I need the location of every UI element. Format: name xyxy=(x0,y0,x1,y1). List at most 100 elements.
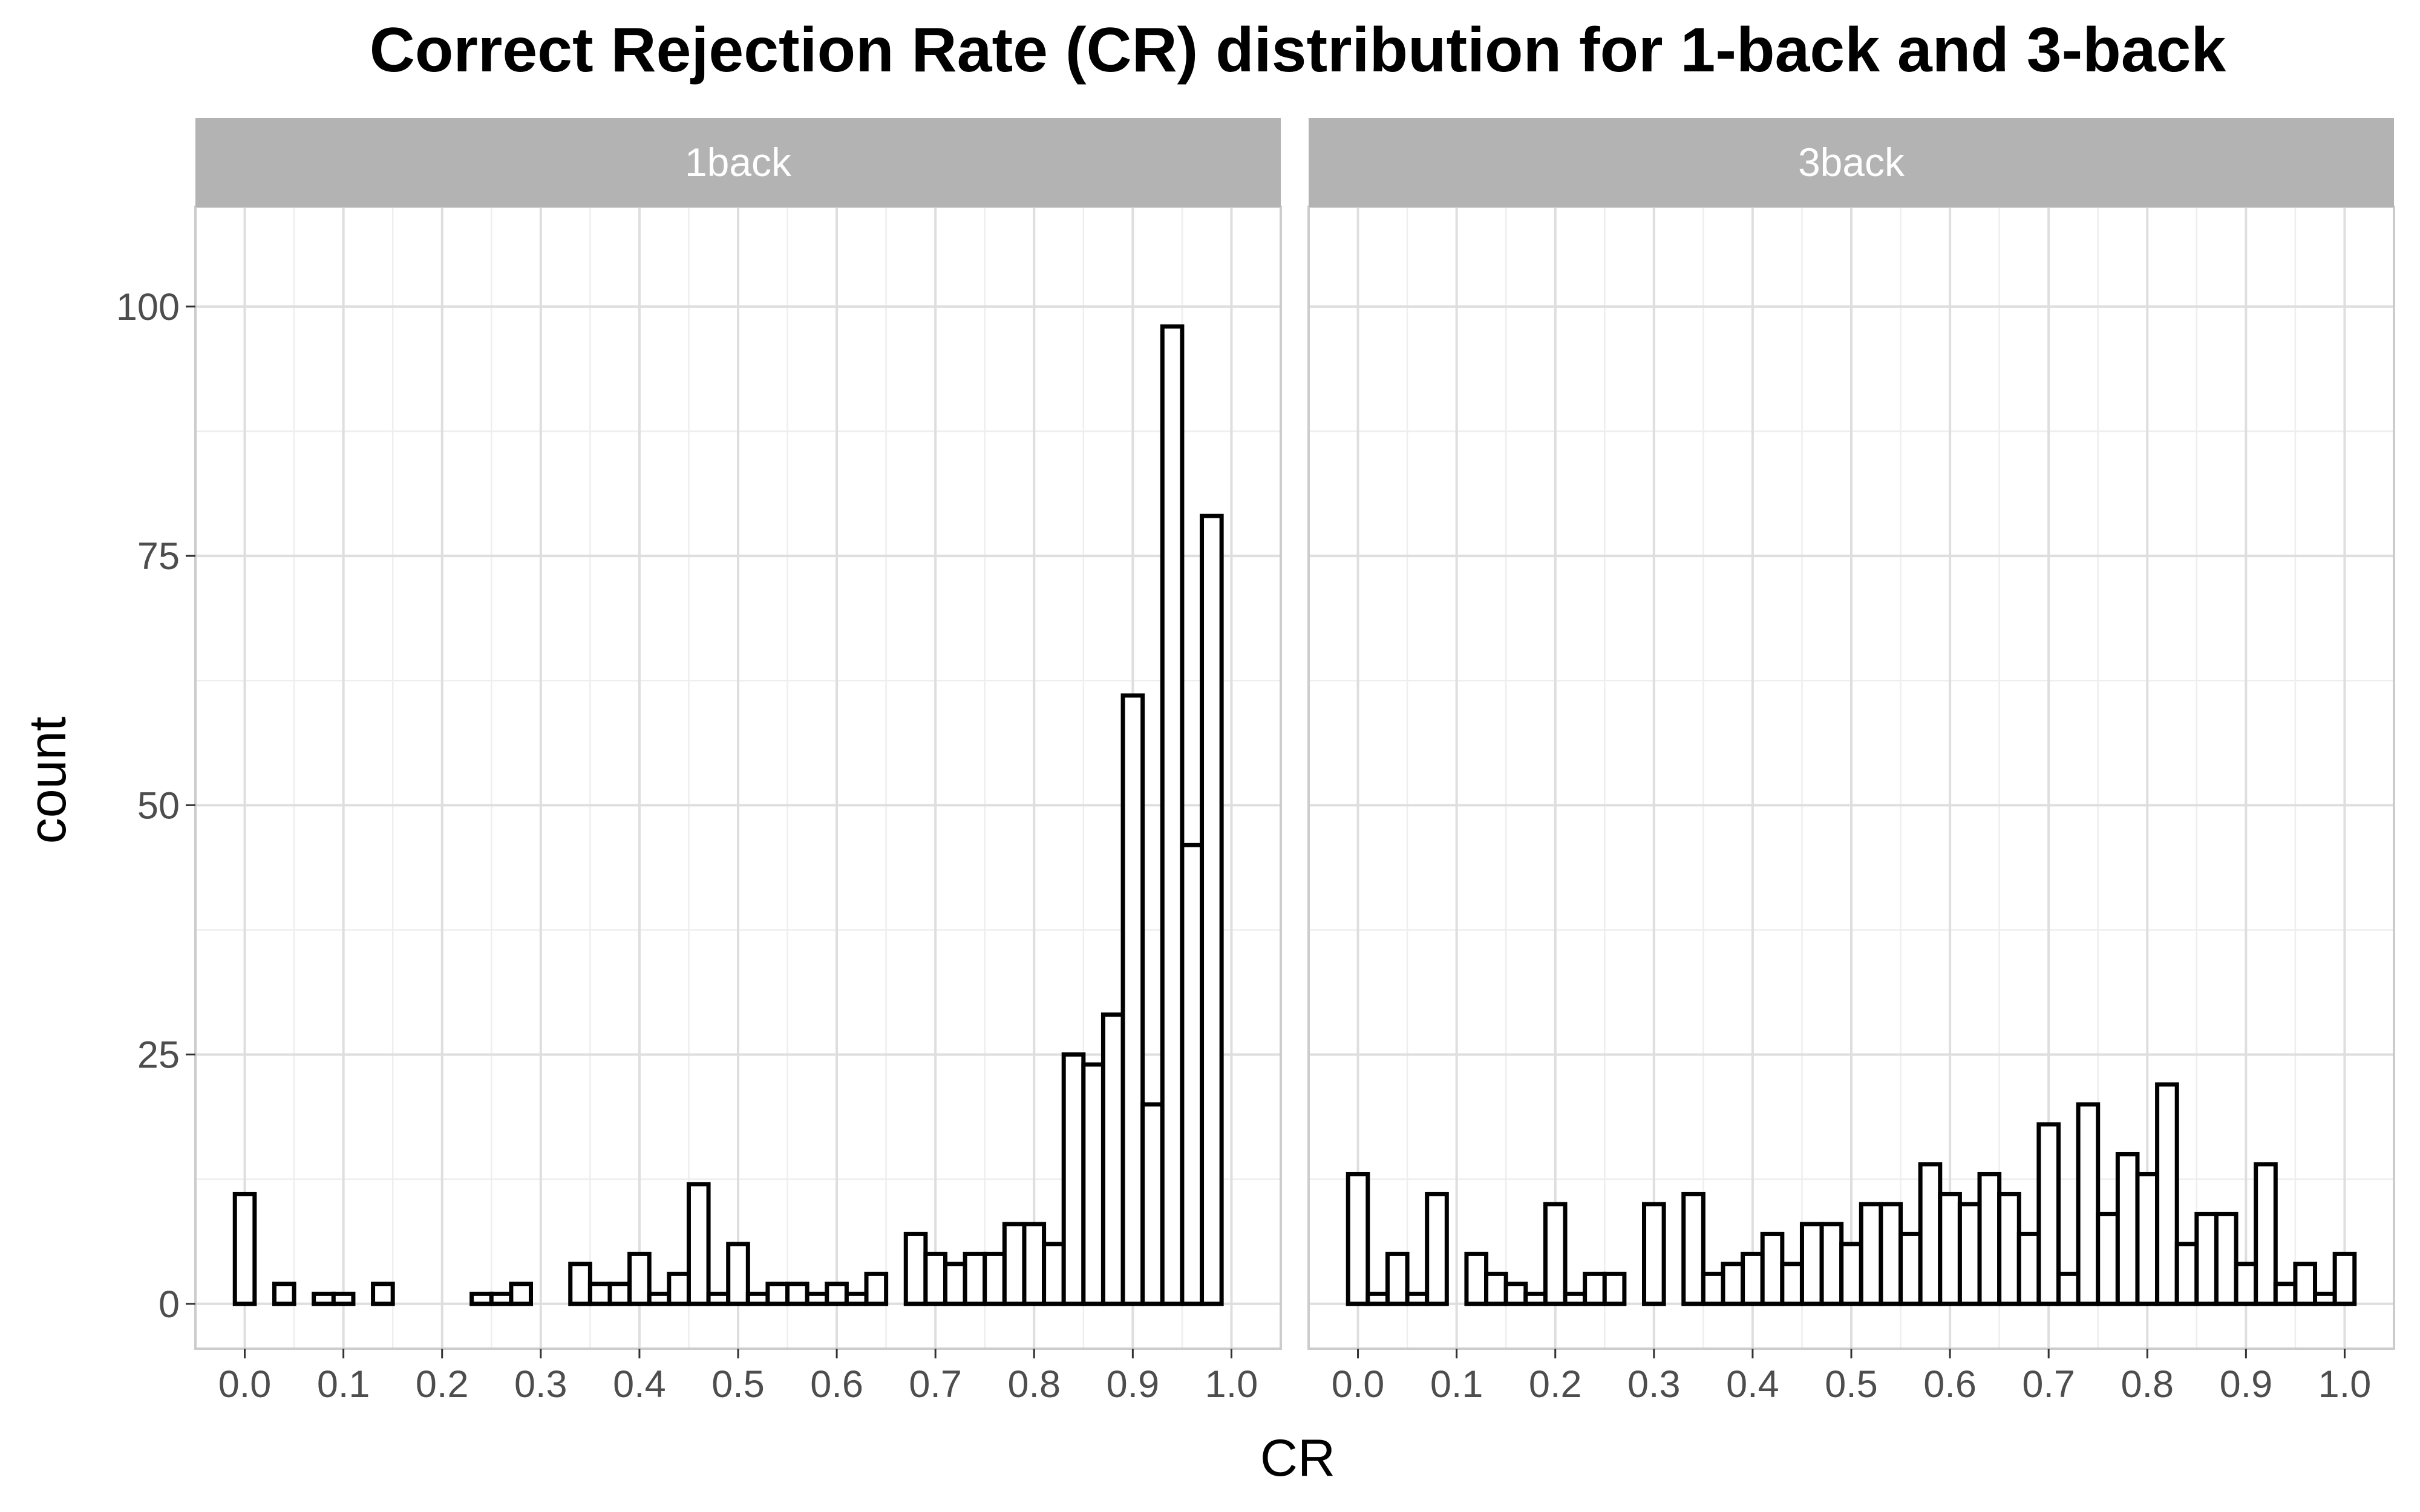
histogram-bar xyxy=(272,1282,296,1306)
histogram-bar xyxy=(1681,1191,1705,1306)
histogram-bar xyxy=(607,1282,632,1306)
histogram-bar xyxy=(2076,1102,2101,1306)
histogram-bar xyxy=(1760,1231,1785,1306)
x-tick-label: 0.0 xyxy=(1332,1363,1385,1406)
histogram-bar xyxy=(1721,1262,1745,1306)
histogram-bar xyxy=(923,1251,947,1306)
y-tick-label: 0 xyxy=(159,1283,180,1326)
x-tick-label: 0.2 xyxy=(1529,1363,1582,1406)
histogram-bar xyxy=(1002,1222,1027,1306)
histogram-bar xyxy=(1898,1231,1923,1306)
histogram-bar xyxy=(1957,1202,1982,1306)
histogram-bar xyxy=(1839,1242,1863,1306)
histogram-bar xyxy=(2036,1122,2061,1306)
histogram-bar xyxy=(2332,1251,2357,1306)
histogram-bar xyxy=(2016,1231,2041,1306)
histogram-bar xyxy=(1523,1291,1548,1306)
histogram-bar xyxy=(2096,1211,2120,1306)
histogram-bar xyxy=(2056,1271,2081,1306)
histogram-bar xyxy=(1200,513,1224,1306)
histogram-bar xyxy=(785,1282,809,1306)
x-tick-label: 0.5 xyxy=(1825,1363,1878,1406)
histogram-bar xyxy=(647,1291,672,1306)
histogram-bar xyxy=(2273,1282,2298,1306)
histogram-bar xyxy=(983,1251,1007,1306)
facet-strip xyxy=(195,118,1281,207)
x-tick-label: 0.7 xyxy=(2022,1363,2075,1406)
histogram-bar xyxy=(805,1291,829,1306)
histogram-bar xyxy=(745,1291,770,1306)
histogram-bar xyxy=(1602,1271,1627,1306)
x-tick-label: 0.3 xyxy=(514,1363,567,1406)
histogram-bar xyxy=(2254,1162,2278,1306)
histogram-bar xyxy=(1799,1222,1824,1306)
histogram-bar xyxy=(1583,1271,1607,1306)
histogram-bar xyxy=(903,1231,928,1306)
x-tick-label: 0.6 xyxy=(1923,1363,1977,1406)
histogram-bar xyxy=(1346,1171,1370,1306)
facet-panel-1back: 1back 0.0 0.1 0.2 0.3 0.4 0.5 0.6 0.7 0.8 0.9 1.0 0 2… xyxy=(116,118,1282,1406)
histogram-bar xyxy=(1022,1222,1047,1306)
histogram-bar xyxy=(1365,1291,1390,1306)
histogram-bar xyxy=(1780,1262,1804,1306)
histogram-bar xyxy=(825,1282,849,1306)
histogram-bar xyxy=(1405,1291,1430,1306)
histogram-bar xyxy=(1859,1202,1883,1306)
x-tick-label: 0.3 xyxy=(1627,1363,1681,1406)
histogram-bar xyxy=(232,1191,257,1306)
histogram-bar xyxy=(568,1262,592,1306)
histogram-bar xyxy=(1543,1202,1568,1306)
chart-title: Correct Rejection Rate (CR) distribution… xyxy=(370,15,2226,85)
histogram-bar xyxy=(686,1182,711,1306)
x-tick-label: 1.0 xyxy=(2318,1363,2372,1406)
histogram-bar xyxy=(1701,1271,1725,1306)
histogram-bar xyxy=(864,1271,889,1306)
histogram-bar xyxy=(963,1251,987,1306)
histogram-bar xyxy=(2194,1211,2219,1306)
histogram-bar xyxy=(331,1291,356,1306)
x-tick-label: 0.9 xyxy=(2220,1363,2273,1406)
histogram-bar xyxy=(943,1262,967,1306)
histogram-bar xyxy=(1819,1222,1844,1306)
x-tick-label: 0.4 xyxy=(613,1363,666,1406)
histogram-bar xyxy=(726,1242,750,1306)
histogram-bar xyxy=(667,1271,691,1306)
facet-panels: 1back 0.0 0.1 0.2 0.3 0.4 0.5 0.6 0.7 0.8 0.9 1.0 0 2… xyxy=(116,118,2395,1406)
histogram-bar xyxy=(2293,1262,2318,1306)
x-tick-label: 1.0 xyxy=(1205,1363,1258,1406)
histogram-bar xyxy=(1879,1202,1903,1306)
histogram-bar xyxy=(844,1291,869,1306)
x-tick-label: 0.1 xyxy=(317,1363,370,1406)
histogram-bar xyxy=(469,1291,494,1306)
histogram-bar xyxy=(312,1291,336,1306)
histogram-bar xyxy=(1484,1271,1508,1306)
histogram-bar xyxy=(1120,693,1145,1306)
x-tick-label: 0.7 xyxy=(909,1363,962,1406)
histogram-bar xyxy=(627,1251,652,1306)
histogram-bar xyxy=(1918,1162,1943,1306)
x-tick-label: 0.4 xyxy=(1726,1363,1779,1406)
histogram-bars-1back xyxy=(232,324,1224,1306)
histogram-bar xyxy=(706,1291,731,1306)
y-tick-label: 100 xyxy=(116,286,180,328)
histogram-bar xyxy=(2234,1262,2258,1306)
histogram-bar xyxy=(587,1282,612,1306)
histogram-bar xyxy=(1997,1191,2021,1306)
histogram-bar xyxy=(371,1282,395,1306)
histogram-bar xyxy=(1563,1291,1588,1306)
x-axis-title: CR xyxy=(1260,1429,1335,1487)
histogram-bar xyxy=(2155,1082,2179,1306)
histogram-bar xyxy=(1938,1191,1962,1306)
histogram-bar xyxy=(1180,842,1205,1306)
histogram-bar xyxy=(2313,1291,2337,1306)
x-tick-label: 0.8 xyxy=(1007,1363,1061,1406)
y-axis-title: count xyxy=(19,717,77,844)
histogram-bar xyxy=(1385,1251,1410,1306)
x-tick-label: 0.8 xyxy=(2121,1363,2174,1406)
histogram-bar xyxy=(1464,1251,1489,1306)
histogram-bar xyxy=(2115,1152,2140,1306)
x-tick-label: 0.5 xyxy=(711,1363,765,1406)
histogram-bar xyxy=(2174,1242,2199,1306)
histogram-bar xyxy=(1503,1282,1528,1306)
